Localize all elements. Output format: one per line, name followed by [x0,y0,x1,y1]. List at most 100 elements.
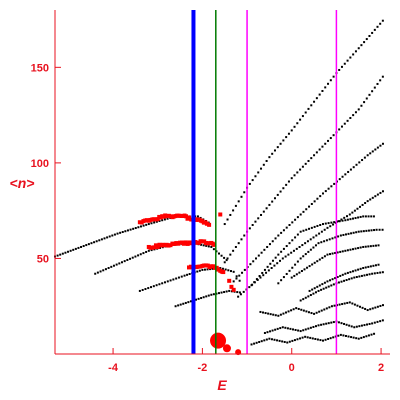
data-point [118,262,121,265]
data-point [271,329,274,332]
data-point [321,89,324,92]
data-point [371,322,374,325]
data-point [243,191,246,194]
data-point [317,289,320,292]
data-point [145,223,148,226]
data-point [61,252,64,255]
data-point [357,108,360,111]
data-point [341,250,344,253]
data-point [302,229,305,232]
data-point [289,327,292,330]
data-point [308,227,311,230]
data-point [371,31,374,34]
data-point [290,309,293,312]
data-point [251,179,254,182]
data-point [340,125,343,128]
data-point [360,324,363,327]
data-point [310,157,313,160]
data-point [327,139,330,142]
data-point [318,284,321,287]
highlight-point [231,287,236,292]
data-point [381,271,384,274]
data-point [100,238,103,241]
data-point [155,284,158,287]
data-point [74,247,77,250]
data-point [283,340,286,343]
data-point [359,215,362,218]
data-point [210,293,213,296]
data-point [267,312,270,315]
data-point [77,246,80,249]
data-point [241,271,244,274]
data-point [316,285,319,288]
data-point [240,238,243,241]
data-point [317,242,320,245]
data-point [373,272,376,275]
data-point [150,222,153,225]
data-point [304,162,307,165]
data-point [262,274,265,277]
data-point [271,240,274,243]
data-point [255,278,258,281]
data-point [352,231,355,234]
data-point [255,257,257,260]
data-point [376,271,379,274]
data-point [359,205,362,208]
data-point [121,231,124,234]
data-point [350,336,353,339]
data-point [163,218,166,221]
data-point [287,180,290,183]
data-point [349,116,352,119]
data-point [331,252,334,255]
data-point [339,234,342,237]
data-point [295,273,298,276]
data-point [364,245,367,248]
data-point [161,219,164,222]
data-point [381,319,384,322]
data-point [373,28,376,31]
data-point [310,104,313,107]
data-point [249,263,252,266]
data-point [355,337,358,340]
data-point [288,340,291,343]
data-point [269,262,272,265]
data-point [279,259,282,262]
data-point [131,256,134,259]
data-point [267,269,270,272]
data-point [330,284,333,287]
data-point [257,217,260,220]
data-point [221,267,224,270]
data-point [280,231,283,234]
data-point [292,328,295,331]
data-point [238,291,241,294]
data-point [279,313,282,316]
data-point [292,308,295,311]
data-point [309,238,312,241]
data-point [195,298,198,301]
data-point [263,339,266,342]
x-tick-label: -2 [198,362,208,374]
data-point [310,202,313,205]
x-axis-label: E [217,377,227,393]
data-point [368,273,371,276]
data-point [161,282,164,285]
data-point [301,244,304,247]
data-point [366,200,369,203]
data-point [207,294,210,297]
data-point [198,269,201,272]
data-point [266,331,269,334]
data-point [316,338,319,341]
data-point [323,255,326,258]
data-point [381,304,384,307]
data-point [282,312,285,315]
data-point [238,279,241,282]
data-point [202,296,205,299]
data-point [354,217,357,220]
data-point [285,245,288,248]
data-point [273,338,276,341]
data-point [307,107,310,110]
data-point [301,115,304,118]
data-point [281,257,284,260]
data-point [352,114,355,117]
